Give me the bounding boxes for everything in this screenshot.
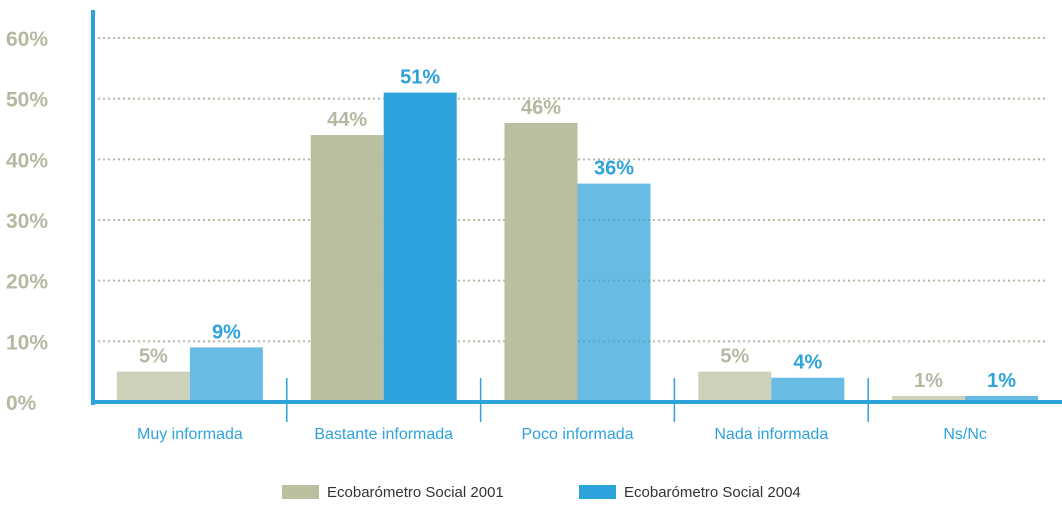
value-label: 5% — [139, 346, 168, 368]
legend-item: Ecobarómetro Social 2001 — [282, 484, 504, 501]
value-label: 51% — [400, 67, 440, 89]
value-label: 1% — [987, 370, 1016, 392]
bars — [116, 92, 1039, 403]
bar — [504, 122, 578, 402]
y-tick-label: 50% — [6, 89, 48, 112]
value-labels: 5% 9% 44% 51% 46% 36% 5% 4% 1% 1% — [139, 67, 1016, 392]
value-label: 36% — [594, 158, 634, 180]
value-label: 5% — [720, 346, 749, 368]
y-tick-label: 10% — [6, 331, 48, 354]
x-category-label: Muy informada — [137, 426, 243, 443]
y-tick-label: 40% — [6, 149, 48, 172]
legend-swatch — [282, 485, 319, 499]
legend-label: Ecobarómetro Social 2001 — [327, 484, 504, 501]
value-label: 1% — [914, 370, 943, 392]
y-tick-label: 60% — [6, 28, 48, 51]
x-category-label: Nada informada — [714, 426, 828, 443]
bar — [771, 377, 845, 402]
y-tick-label: 30% — [6, 210, 48, 233]
value-label: 4% — [793, 352, 822, 374]
y-tick-label: 0% — [6, 392, 37, 415]
legend-swatch — [579, 485, 616, 499]
y-axis-ticks: 0% 10% 20% 30% 40% 50% 60% — [6, 28, 48, 415]
x-category-label: Poco informada — [521, 426, 633, 443]
legend-label: Ecobarómetro Social 2004 — [624, 484, 801, 501]
value-label: 44% — [327, 109, 367, 131]
legend-item: Ecobarómetro Social 2004 — [579, 484, 801, 501]
legend: Ecobarómetro Social 2001 Ecobarómetro Soc… — [282, 484, 801, 501]
bar — [577, 183, 651, 402]
bar — [965, 395, 1039, 402]
bar — [892, 395, 966, 402]
bar — [383, 92, 457, 402]
bar — [189, 347, 263, 402]
bar — [698, 371, 772, 402]
value-label: 46% — [521, 97, 561, 119]
bar — [116, 371, 190, 402]
x-category-label: Ns/Nc — [943, 426, 987, 443]
y-tick-label: 20% — [6, 271, 48, 294]
x-category-label: Bastante informada — [314, 426, 453, 443]
bar — [310, 135, 384, 403]
value-label: 9% — [212, 321, 241, 343]
x-axis-categories: Muy informada Bastante informada Poco info… — [137, 378, 987, 443]
